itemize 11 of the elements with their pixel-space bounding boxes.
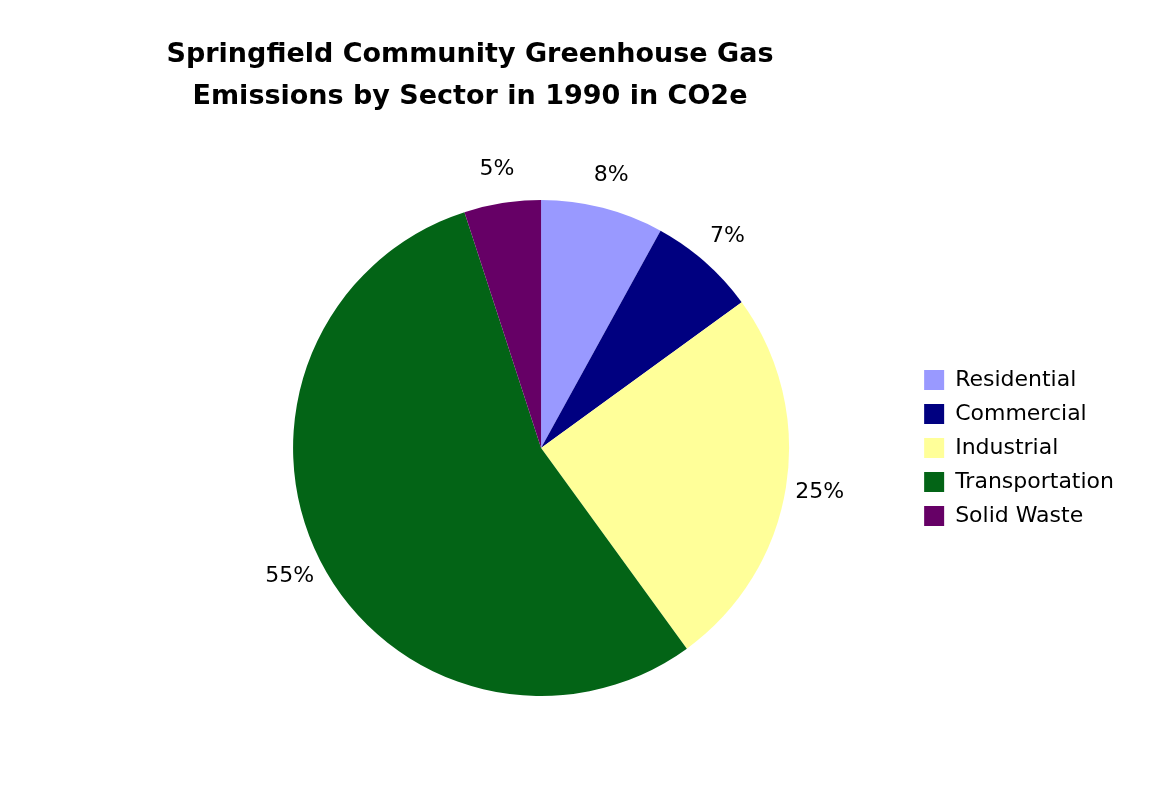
data-label: 7%: [710, 222, 746, 248]
legend-label: Solid Waste: [955, 501, 1084, 527]
legend-label: Residential: [955, 365, 1077, 391]
legend-label: Industrial: [955, 433, 1059, 459]
legend-label: Commercial: [955, 399, 1087, 425]
data-label: 55%: [265, 561, 315, 587]
data-label: 8%: [593, 160, 629, 186]
data-label: 25%: [795, 477, 845, 503]
data-label: 5%: [479, 155, 515, 181]
chart-title: Springfield Community Greenhouse Gas Emissions by Sector in 1990 in CO2e: [165, 36, 775, 112]
legend-label: Transportation: [954, 467, 1114, 493]
